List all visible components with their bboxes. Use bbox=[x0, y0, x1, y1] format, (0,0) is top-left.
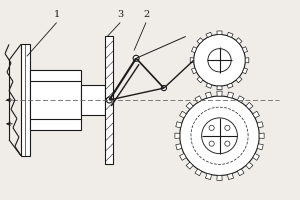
Circle shape bbox=[133, 55, 139, 61]
Circle shape bbox=[225, 141, 230, 146]
Polygon shape bbox=[245, 58, 249, 63]
Circle shape bbox=[208, 49, 231, 72]
Polygon shape bbox=[176, 144, 182, 150]
Text: 3: 3 bbox=[117, 10, 123, 19]
Polygon shape bbox=[227, 173, 234, 180]
Polygon shape bbox=[180, 154, 186, 160]
Polygon shape bbox=[237, 96, 244, 103]
Circle shape bbox=[106, 97, 112, 103]
Polygon shape bbox=[206, 32, 212, 37]
Polygon shape bbox=[236, 77, 242, 83]
Polygon shape bbox=[227, 83, 233, 88]
Polygon shape bbox=[176, 122, 182, 128]
Circle shape bbox=[225, 125, 230, 130]
Polygon shape bbox=[217, 86, 222, 90]
Polygon shape bbox=[186, 162, 193, 169]
Polygon shape bbox=[206, 83, 212, 88]
Bar bbox=[21, 44, 30, 156]
Polygon shape bbox=[206, 173, 212, 180]
Polygon shape bbox=[217, 91, 222, 96]
Bar bbox=[30, 70, 82, 130]
Polygon shape bbox=[242, 47, 247, 53]
Polygon shape bbox=[253, 154, 260, 160]
Polygon shape bbox=[206, 92, 212, 98]
Polygon shape bbox=[180, 111, 186, 118]
Polygon shape bbox=[217, 31, 222, 35]
Text: 2: 2 bbox=[143, 10, 149, 19]
Polygon shape bbox=[195, 169, 202, 176]
Polygon shape bbox=[259, 133, 264, 138]
Polygon shape bbox=[227, 32, 233, 37]
Circle shape bbox=[194, 34, 245, 86]
Circle shape bbox=[209, 125, 214, 130]
Polygon shape bbox=[257, 144, 263, 150]
Polygon shape bbox=[197, 77, 203, 83]
Polygon shape bbox=[217, 175, 222, 180]
Bar bbox=[82, 85, 105, 115]
Polygon shape bbox=[191, 68, 196, 74]
Polygon shape bbox=[227, 92, 234, 98]
Polygon shape bbox=[236, 38, 242, 44]
Circle shape bbox=[180, 96, 259, 175]
Polygon shape bbox=[175, 133, 180, 138]
Bar bbox=[105, 36, 113, 164]
Polygon shape bbox=[237, 169, 244, 176]
Polygon shape bbox=[191, 47, 196, 53]
Polygon shape bbox=[186, 102, 193, 109]
Polygon shape bbox=[253, 111, 260, 118]
Polygon shape bbox=[246, 162, 253, 169]
Polygon shape bbox=[190, 58, 194, 63]
Polygon shape bbox=[195, 96, 202, 103]
Polygon shape bbox=[246, 102, 253, 109]
Circle shape bbox=[209, 141, 214, 146]
Circle shape bbox=[202, 118, 237, 154]
Polygon shape bbox=[242, 68, 247, 74]
Text: 1: 1 bbox=[53, 10, 60, 19]
Polygon shape bbox=[197, 38, 203, 44]
Polygon shape bbox=[257, 122, 263, 128]
Circle shape bbox=[161, 86, 166, 91]
